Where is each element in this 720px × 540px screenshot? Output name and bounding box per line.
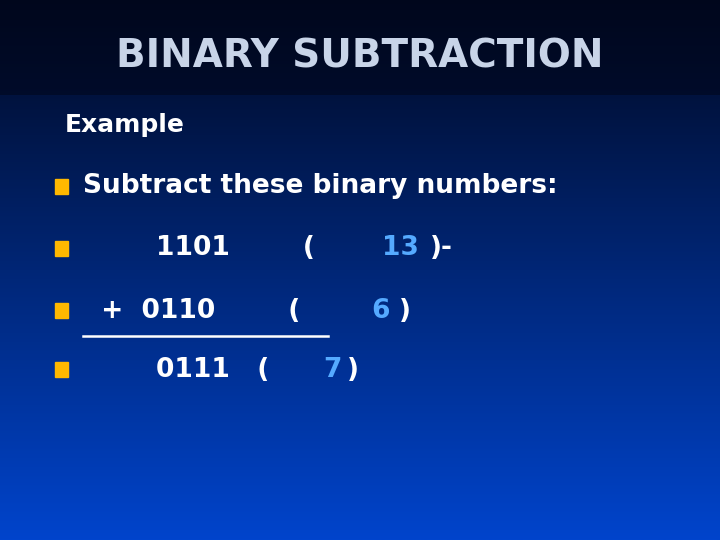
Text: Subtract these binary numbers:: Subtract these binary numbers: bbox=[83, 173, 557, 199]
FancyBboxPatch shape bbox=[55, 241, 68, 256]
Text: )-: )- bbox=[430, 235, 452, 261]
Text: 1101        (: 1101 ( bbox=[83, 235, 315, 261]
FancyBboxPatch shape bbox=[55, 362, 68, 377]
Text: 6: 6 bbox=[363, 298, 391, 323]
FancyBboxPatch shape bbox=[55, 179, 68, 194]
FancyBboxPatch shape bbox=[55, 303, 68, 318]
Bar bbox=[0, 0, 720, 94]
Text: ): ) bbox=[347, 357, 359, 383]
Text: Example: Example bbox=[65, 113, 184, 137]
Text: +  0110        (: + 0110 ( bbox=[83, 298, 300, 323]
Text: 13: 13 bbox=[382, 235, 419, 261]
Text: 0111   (: 0111 ( bbox=[83, 357, 269, 383]
Text: BINARY SUBTRACTION: BINARY SUBTRACTION bbox=[116, 38, 604, 76]
Text: ): ) bbox=[399, 298, 410, 323]
Text: 7: 7 bbox=[323, 357, 341, 383]
